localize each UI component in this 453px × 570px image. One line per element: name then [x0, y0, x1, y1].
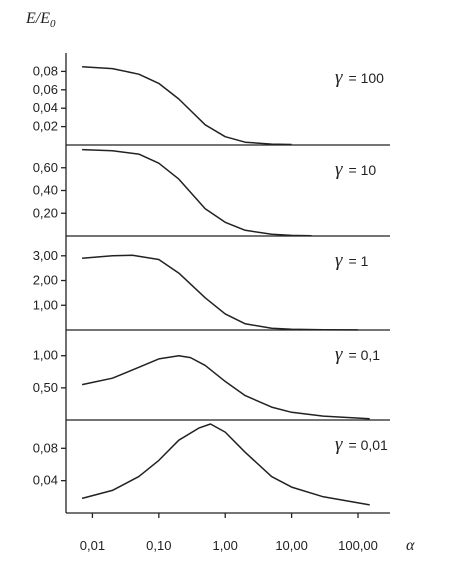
panel-3: 1,00 2,00 3,00 γ = 1	[33, 248, 390, 331]
x-tick-label: 0,10	[146, 538, 171, 553]
series-line-panel-3	[82, 254, 359, 331]
series-line-panel-5	[81, 423, 370, 506]
y-tick-label: 0,08	[33, 440, 58, 455]
y-axis-label-subscript: 0	[50, 18, 56, 30]
gamma-value: = 0,1	[349, 347, 381, 363]
x-tick-label: 100,00	[338, 538, 378, 553]
panel-1: 0,02 0,04 0,06 0,08 γ = 100	[33, 63, 390, 146]
gamma-symbol: γ	[335, 67, 343, 88]
plot-area: 0,02 0,04 0,06 0,08 γ = 100 0,20 0,40 0,60 γ = 10 1…	[33, 53, 390, 553]
x-tick-label: 1,00	[213, 538, 238, 553]
y-tick-label: 0,06	[33, 82, 58, 97]
y-tick-label: 0,08	[33, 63, 58, 78]
series-line-panel-4	[81, 354, 370, 420]
gamma-symbol: γ	[335, 250, 343, 271]
x-axis-label: α	[406, 537, 415, 554]
y-tick-label: 3,00	[33, 248, 58, 263]
y-tick-label: 2,00	[33, 273, 58, 288]
gamma-symbol: γ	[335, 344, 343, 365]
x-tick-label: 10,00	[275, 538, 308, 553]
y-axis-label: E/E0	[25, 10, 56, 30]
gamma-label: γ = 100	[335, 67, 384, 88]
gamma-label: γ = 0,1	[335, 344, 380, 365]
panel-4: 0,50 1,00 γ = 0,1	[33, 344, 390, 421]
y-tick-label: 0,04	[33, 100, 58, 115]
gamma-value: = 100	[349, 70, 385, 86]
y-tick-label: 0,04	[33, 473, 58, 488]
y-tick-label: 1,00	[33, 297, 58, 312]
series-line-panel-2	[82, 148, 312, 237]
y-tick-label: 0,20	[33, 205, 58, 220]
y-tick-label: 0,40	[33, 183, 58, 198]
gamma-symbol: γ	[335, 159, 343, 180]
gamma-value: = 0,01	[349, 437, 389, 453]
gamma-label: γ = 10	[335, 159, 376, 180]
y-tick-label: 0,50	[33, 380, 58, 395]
panel-5: 0,04 0,08 γ = 0,01	[33, 423, 390, 514]
gamma-value: = 1	[349, 253, 369, 269]
y-tick-label: 0,60	[33, 160, 58, 175]
gamma-symbol: γ	[335, 434, 343, 455]
panel-2: 0,20 0,40 0,60 γ = 10	[33, 148, 390, 237]
y-tick-label: 0,02	[33, 119, 58, 134]
x-tick-label: 0,01	[80, 538, 105, 553]
y-tick-label: 1,00	[33, 348, 58, 363]
gamma-label: γ = 1	[335, 250, 369, 271]
series-line-panel-1	[82, 66, 292, 146]
gamma-label: γ = 0,01	[335, 434, 388, 455]
gamma-value: = 10	[349, 162, 377, 178]
